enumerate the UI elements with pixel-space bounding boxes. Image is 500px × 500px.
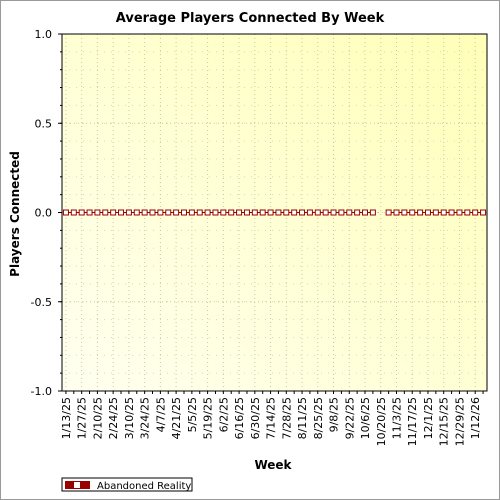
data-point: [243, 209, 250, 216]
x-tick-label: 1/27/25: [76, 397, 89, 439]
data-point: [165, 209, 172, 216]
data-point: [212, 209, 219, 216]
x-tick-label: 7/14/25: [265, 397, 278, 439]
legend: Abandoned Reality: [61, 477, 193, 492]
y-tick-label: 1.0: [35, 28, 53, 41]
x-tick-label: 3/10/25: [123, 397, 136, 439]
x-tick-label: 1/12/26: [469, 397, 482, 439]
x-tick-label: 4/7/25: [154, 397, 167, 432]
data-point: [314, 209, 321, 216]
data-point: [472, 209, 479, 216]
data-point: [102, 209, 109, 216]
x-tick-label: 11/17/25: [406, 397, 419, 446]
x-tick-label: 12/15/25: [438, 397, 451, 446]
data-point: [228, 209, 235, 216]
y-tick-label: 0.5: [35, 117, 53, 130]
data-point: [299, 209, 306, 216]
data-point: [118, 209, 125, 216]
x-tick-label: 3/24/25: [139, 397, 152, 439]
data-point: [70, 209, 77, 216]
data-point: [369, 209, 376, 216]
data-point: [133, 209, 140, 216]
data-point: [196, 209, 203, 216]
data-point: [180, 209, 187, 216]
x-tick-label: 8/11/25: [296, 397, 309, 439]
data-point: [125, 209, 132, 216]
data-point: [354, 209, 361, 216]
x-tick-label: 10/6/25: [359, 397, 372, 439]
data-point: [401, 209, 408, 216]
data-point: [173, 209, 180, 216]
x-tick-label: 2/10/25: [91, 397, 104, 439]
data-point: [480, 209, 487, 216]
data-point: [267, 209, 274, 216]
x-tick-label: 8/25/25: [312, 397, 325, 439]
data-point: [456, 209, 463, 216]
data-point: [188, 209, 195, 216]
data-point: [275, 209, 282, 216]
data-point: [346, 209, 353, 216]
axes: [58, 33, 488, 394]
x-tick-label: 6/2/25: [217, 397, 230, 432]
data-point: [306, 209, 313, 216]
data-point: [62, 209, 69, 216]
x-tick-label: 11/3/25: [390, 397, 403, 439]
data-point: [78, 209, 85, 216]
data-point: [330, 209, 337, 216]
x-tick-label: 1/13/25: [60, 397, 73, 439]
x-tick-label: 4/21/25: [170, 397, 183, 439]
data-point: [385, 209, 392, 216]
x-tick-label: 10/20/25: [375, 397, 388, 446]
x-axis-title: Week: [254, 458, 292, 472]
data-point: [149, 209, 156, 216]
legend-box: [61, 477, 193, 492]
x-tick-label: 9/22/25: [343, 397, 356, 439]
chart-title: Average Players Connected By Week: [116, 11, 385, 26]
data-point: [86, 209, 93, 216]
data-point: [409, 209, 416, 216]
x-tick-label: 5/5/25: [186, 397, 199, 432]
x-tick-label: 2/24/25: [107, 397, 120, 439]
x-tick-label: 9/8/25: [328, 397, 341, 432]
x-tick-label: 12/29/25: [453, 397, 466, 446]
data-point: [322, 209, 329, 216]
y-tick-labels: 1.0 0.5 0.0 -0.5 -1.0: [31, 28, 52, 398]
data-point: [283, 209, 290, 216]
data-point: [362, 209, 369, 216]
y-tick-label: -1.0: [31, 385, 52, 398]
x-tick-label: 5/19/25: [202, 397, 215, 439]
data-point: [157, 209, 164, 216]
data-point: [220, 209, 227, 216]
data-point: [251, 209, 258, 216]
data-point: [110, 209, 117, 216]
y-axis-title: Players Connected: [8, 151, 22, 277]
x-tick-label: 6/16/25: [233, 397, 246, 439]
legend-marker: [74, 482, 80, 488]
data-point: [440, 209, 447, 216]
data-point: [291, 209, 298, 216]
data-point: [448, 209, 455, 216]
y-tick-label: 0.0: [35, 207, 53, 220]
data-point: [464, 209, 471, 216]
x-tick-label: 7/28/25: [280, 397, 293, 439]
data-point: [424, 209, 431, 216]
series-abandoned-reality: [62, 209, 487, 216]
data-point: [236, 209, 243, 216]
data-point: [417, 209, 424, 216]
data-point: [393, 209, 400, 216]
data-point: [204, 209, 211, 216]
x-tick-labels: 1/13/25 1/27/25 2/10/25 2/24/25 3/10/25 3/24/…: [60, 397, 482, 446]
data-point: [141, 209, 148, 216]
legend-label: Abandoned Reality: [97, 481, 191, 492]
data-point: [338, 209, 345, 216]
plot-border: [61, 33, 488, 392]
data-point: [94, 209, 101, 216]
data-point: [259, 209, 266, 216]
data-point: [432, 209, 439, 216]
x-tick-label: 12/1/25: [422, 397, 435, 439]
y-tick-label: -0.5: [31, 296, 52, 309]
x-tick-label: 6/30/25: [249, 397, 262, 439]
